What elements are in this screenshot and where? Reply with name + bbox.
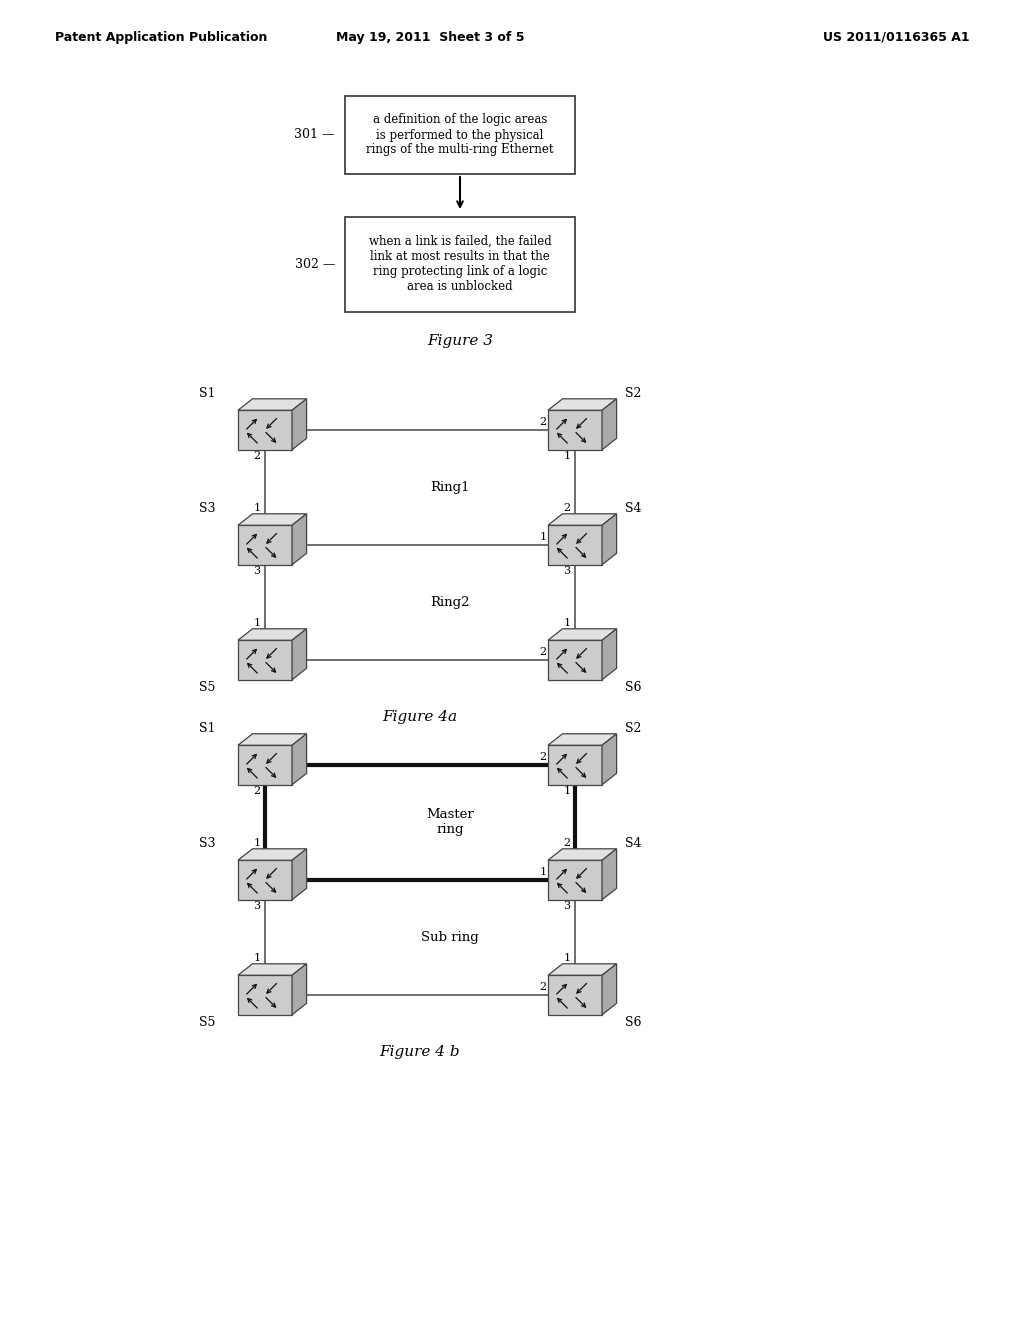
- Text: 1: 1: [253, 838, 260, 847]
- Text: 1: 1: [563, 450, 570, 461]
- Text: 1: 1: [294, 752, 301, 762]
- Polygon shape: [602, 964, 616, 1015]
- Text: 2: 2: [253, 785, 260, 796]
- Polygon shape: [238, 399, 306, 411]
- Text: 2: 2: [540, 982, 547, 993]
- Text: 301 —: 301 —: [295, 128, 335, 141]
- Text: 2: 2: [253, 450, 260, 461]
- Text: S4: S4: [625, 837, 641, 850]
- Text: 2: 2: [540, 417, 547, 426]
- Polygon shape: [548, 746, 602, 785]
- Polygon shape: [292, 734, 306, 785]
- Polygon shape: [238, 640, 292, 680]
- Text: 2: 2: [540, 752, 547, 762]
- Text: S1: S1: [199, 387, 215, 400]
- Polygon shape: [602, 734, 616, 785]
- Text: 2: 2: [294, 647, 301, 657]
- Text: 1: 1: [540, 867, 547, 876]
- Polygon shape: [238, 746, 292, 785]
- Polygon shape: [548, 861, 602, 900]
- Text: Figure 3: Figure 3: [427, 334, 493, 347]
- Polygon shape: [548, 640, 602, 680]
- Polygon shape: [548, 513, 616, 525]
- Text: S6: S6: [625, 1016, 641, 1030]
- Polygon shape: [238, 975, 292, 1015]
- Text: 3: 3: [563, 900, 570, 911]
- Text: 2: 2: [563, 503, 570, 512]
- Text: May 19, 2011  Sheet 3 of 5: May 19, 2011 Sheet 3 of 5: [336, 30, 524, 44]
- Polygon shape: [548, 399, 616, 411]
- FancyBboxPatch shape: [345, 96, 575, 174]
- Text: S5: S5: [199, 681, 215, 694]
- Text: 2: 2: [294, 982, 301, 993]
- Polygon shape: [292, 849, 306, 900]
- Text: S5: S5: [199, 1016, 215, 1030]
- Text: 302 —: 302 —: [295, 257, 335, 271]
- Text: 1: 1: [253, 618, 260, 628]
- Text: S3: S3: [199, 837, 215, 850]
- Polygon shape: [238, 734, 306, 746]
- Polygon shape: [238, 513, 306, 525]
- Polygon shape: [548, 964, 616, 975]
- Text: Ring2: Ring2: [430, 597, 470, 609]
- Text: S6: S6: [625, 681, 641, 694]
- Text: 1: 1: [253, 953, 260, 962]
- Polygon shape: [238, 525, 292, 565]
- Polygon shape: [548, 411, 602, 450]
- Text: 2: 2: [294, 867, 301, 876]
- Polygon shape: [548, 525, 602, 565]
- Polygon shape: [292, 964, 306, 1015]
- Text: Figure 4a: Figure 4a: [382, 710, 458, 723]
- Polygon shape: [602, 513, 616, 565]
- Polygon shape: [602, 628, 616, 680]
- Text: S2: S2: [625, 387, 641, 400]
- Text: 1: 1: [563, 785, 570, 796]
- Text: a definition of the logic areas
is performed to the physical
rings of the multi-: a definition of the logic areas is perfo…: [367, 114, 554, 157]
- Polygon shape: [548, 734, 616, 746]
- Polygon shape: [548, 975, 602, 1015]
- Text: S4: S4: [625, 503, 641, 515]
- Polygon shape: [292, 513, 306, 565]
- Text: 1: 1: [563, 953, 570, 962]
- Polygon shape: [238, 964, 306, 975]
- Text: Sub ring: Sub ring: [421, 931, 479, 944]
- Text: S2: S2: [625, 722, 641, 735]
- Polygon shape: [238, 628, 306, 640]
- Polygon shape: [238, 861, 292, 900]
- Text: 2: 2: [540, 647, 547, 657]
- Polygon shape: [602, 399, 616, 450]
- Text: 1: 1: [563, 618, 570, 628]
- Text: S3: S3: [199, 503, 215, 515]
- Text: S1: S1: [199, 722, 215, 735]
- Text: 2: 2: [563, 838, 570, 847]
- FancyBboxPatch shape: [345, 216, 575, 312]
- Text: 3: 3: [253, 566, 260, 576]
- Text: Patent Application Publication: Patent Application Publication: [55, 30, 267, 44]
- Text: 2: 2: [294, 532, 301, 543]
- Text: 1: 1: [294, 417, 301, 426]
- Polygon shape: [548, 849, 616, 861]
- Text: 1: 1: [540, 532, 547, 543]
- Text: 3: 3: [563, 566, 570, 576]
- Text: 1: 1: [253, 503, 260, 512]
- Text: when a link is failed, the failed
link at most results in that the
ring protecti: when a link is failed, the failed link a…: [369, 235, 551, 293]
- Text: US 2011/0116365 A1: US 2011/0116365 A1: [823, 30, 970, 44]
- Text: Figure 4 b: Figure 4 b: [380, 1044, 461, 1059]
- Polygon shape: [238, 849, 306, 861]
- Polygon shape: [292, 399, 306, 450]
- Text: Ring1: Ring1: [430, 480, 470, 494]
- Text: Master
ring: Master ring: [426, 808, 474, 837]
- Polygon shape: [602, 849, 616, 900]
- Polygon shape: [548, 628, 616, 640]
- Text: 3: 3: [253, 900, 260, 911]
- Polygon shape: [292, 628, 306, 680]
- Polygon shape: [238, 411, 292, 450]
